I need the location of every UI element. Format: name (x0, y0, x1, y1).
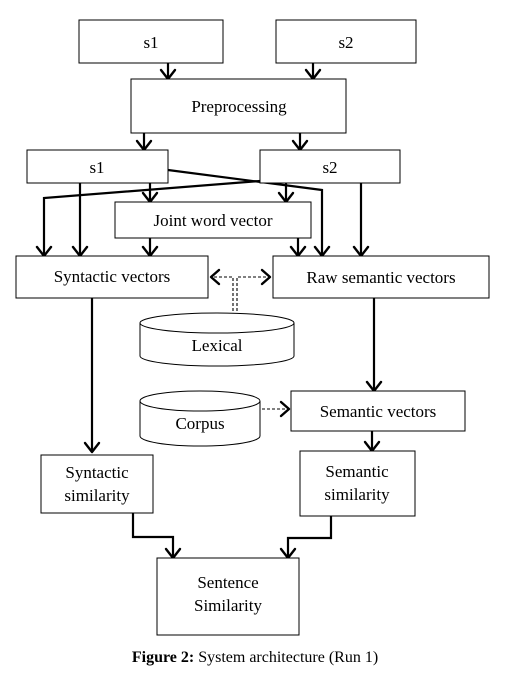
node-joint-word-vector: Joint word vector (114, 201, 312, 239)
caption-text: System architecture (Run 1) (198, 649, 379, 666)
node-label: Lexical (192, 336, 243, 355)
node-label: Joint word vector (154, 211, 273, 230)
node-label: Raw semantic vectors (306, 268, 455, 287)
node-label: Corpus (175, 414, 224, 433)
node-sentence-similarity: Sentence Similarity (156, 557, 300, 636)
node-raw-semantic-vectors: Raw semantic vectors (272, 255, 490, 299)
architecture-diagram: s1 s2 Preprocessing s1 s2 Joint word vec… (15, 19, 490, 636)
node-label-line-2: similarity (324, 485, 390, 504)
cylinder-body (139, 323, 295, 367)
arrowhead (83, 441, 101, 454)
node-semantic-similarity: Semantic similarity (299, 450, 416, 517)
node-s1-mid: s1 (26, 149, 169, 184)
node-label: Semantic vectors (320, 402, 437, 421)
arrowhead (279, 400, 291, 418)
arrowhead (260, 268, 272, 286)
node-syntactic-vectors: Syntactic vectors (15, 255, 209, 299)
node-label: Preprocessing (191, 97, 287, 116)
edge-lexical-to-syntactic (211, 276, 234, 316)
edge-s2-to-syntactic (42, 179, 261, 256)
node-syntactic-similarity: Syntactic similarity (40, 454, 154, 514)
edge-semantic-similarity-to-sentence (286, 516, 333, 558)
node-s2-mid: s2 (259, 149, 401, 184)
cylinder-top (139, 312, 295, 334)
node-label-line-2: Similarity (194, 596, 263, 615)
edge-s1-to-raw-semantic (167, 168, 324, 256)
node-label: s2 (338, 33, 353, 52)
node-label: s2 (322, 158, 337, 177)
node-label: s1 (143, 33, 158, 52)
edge-lexical-to-raw-semantic (236, 276, 270, 316)
cylinder-body (139, 401, 261, 447)
node-label-line-2: similarity (64, 486, 130, 505)
cylinder-top (139, 390, 261, 412)
node-label-line-1: Semantic (325, 462, 389, 481)
arrowhead (209, 268, 221, 286)
caption-label: Figure 2: (131, 649, 195, 666)
node-preprocessing: Preprocessing (130, 78, 347, 134)
node-s2-top: s2 (275, 19, 417, 64)
node-label: s1 (89, 158, 104, 177)
figure-caption: Figure 2: System architecture (Run 1) (0, 649, 510, 667)
node-label-line-1: Syntactic (65, 463, 129, 482)
node-label-line-1: Sentence (197, 573, 258, 592)
node-semantic-vectors: Semantic vectors (290, 390, 466, 432)
node-s1-top: s1 (78, 19, 224, 64)
edge-syntactic-similarity-to-sentence (131, 513, 175, 558)
node-lexical-database: Lexical (139, 312, 295, 367)
node-corpus-database: Corpus (139, 390, 261, 447)
node-label: Syntactic vectors (54, 267, 171, 286)
